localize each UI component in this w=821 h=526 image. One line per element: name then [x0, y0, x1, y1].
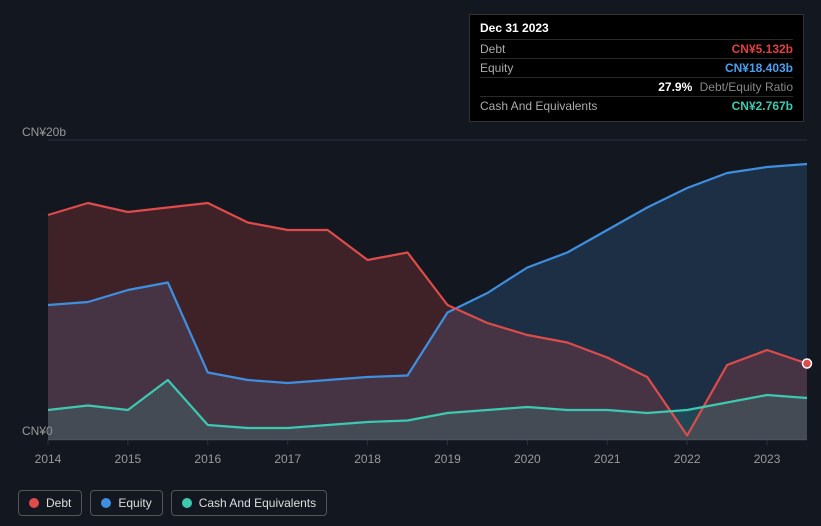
legend-label: Equity: [118, 496, 151, 510]
x-tick-label: 2016: [194, 452, 221, 466]
x-tick-label: 2017: [274, 452, 301, 466]
tooltip-equity-label: Equity: [480, 61, 513, 75]
legend-dot-equity: [101, 498, 111, 508]
x-tick-label: 2019: [434, 452, 461, 466]
x-tick-label: 2015: [115, 452, 142, 466]
x-tick-label: 2014: [35, 452, 62, 466]
tooltip-ratio-label: Debt/Equity Ratio: [700, 80, 793, 94]
x-tick-label: 2021: [594, 452, 621, 466]
x-tick-label: 2018: [354, 452, 381, 466]
tooltip-cash-label: Cash And Equivalents: [480, 99, 597, 113]
legend-item-cash[interactable]: Cash And Equivalents: [171, 490, 327, 516]
legend-dot-cash: [182, 498, 192, 508]
tooltip-debt-value: CN¥5.132b: [732, 42, 793, 56]
tooltip-equity-value: CN¥18.403b: [725, 61, 793, 75]
legend-label: Cash And Equivalents: [199, 496, 316, 510]
tooltip-debt-label: Debt: [480, 42, 505, 56]
legend-dot-debt: [29, 498, 39, 508]
tooltip-cash-value: CN¥2.767b: [732, 99, 793, 113]
legend-label: Debt: [46, 496, 71, 510]
chart-tooltip: Dec 31 2023 Debt CN¥5.132b Equity CN¥18.…: [469, 14, 804, 122]
tooltip-date: Dec 31 2023: [480, 21, 793, 39]
x-axis: 2014201520162017201820192020202120222023: [48, 452, 807, 472]
x-tick-label: 2022: [674, 452, 701, 466]
tooltip-ratio-value: 27.9%: [658, 80, 692, 94]
x-tick-label: 2023: [754, 452, 781, 466]
marker-debt: [803, 359, 812, 368]
legend-item-equity[interactable]: Equity: [90, 490, 162, 516]
legend-item-debt[interactable]: Debt: [18, 490, 82, 516]
x-tick-label: 2020: [514, 452, 541, 466]
legend: Debt Equity Cash And Equivalents: [18, 490, 327, 516]
